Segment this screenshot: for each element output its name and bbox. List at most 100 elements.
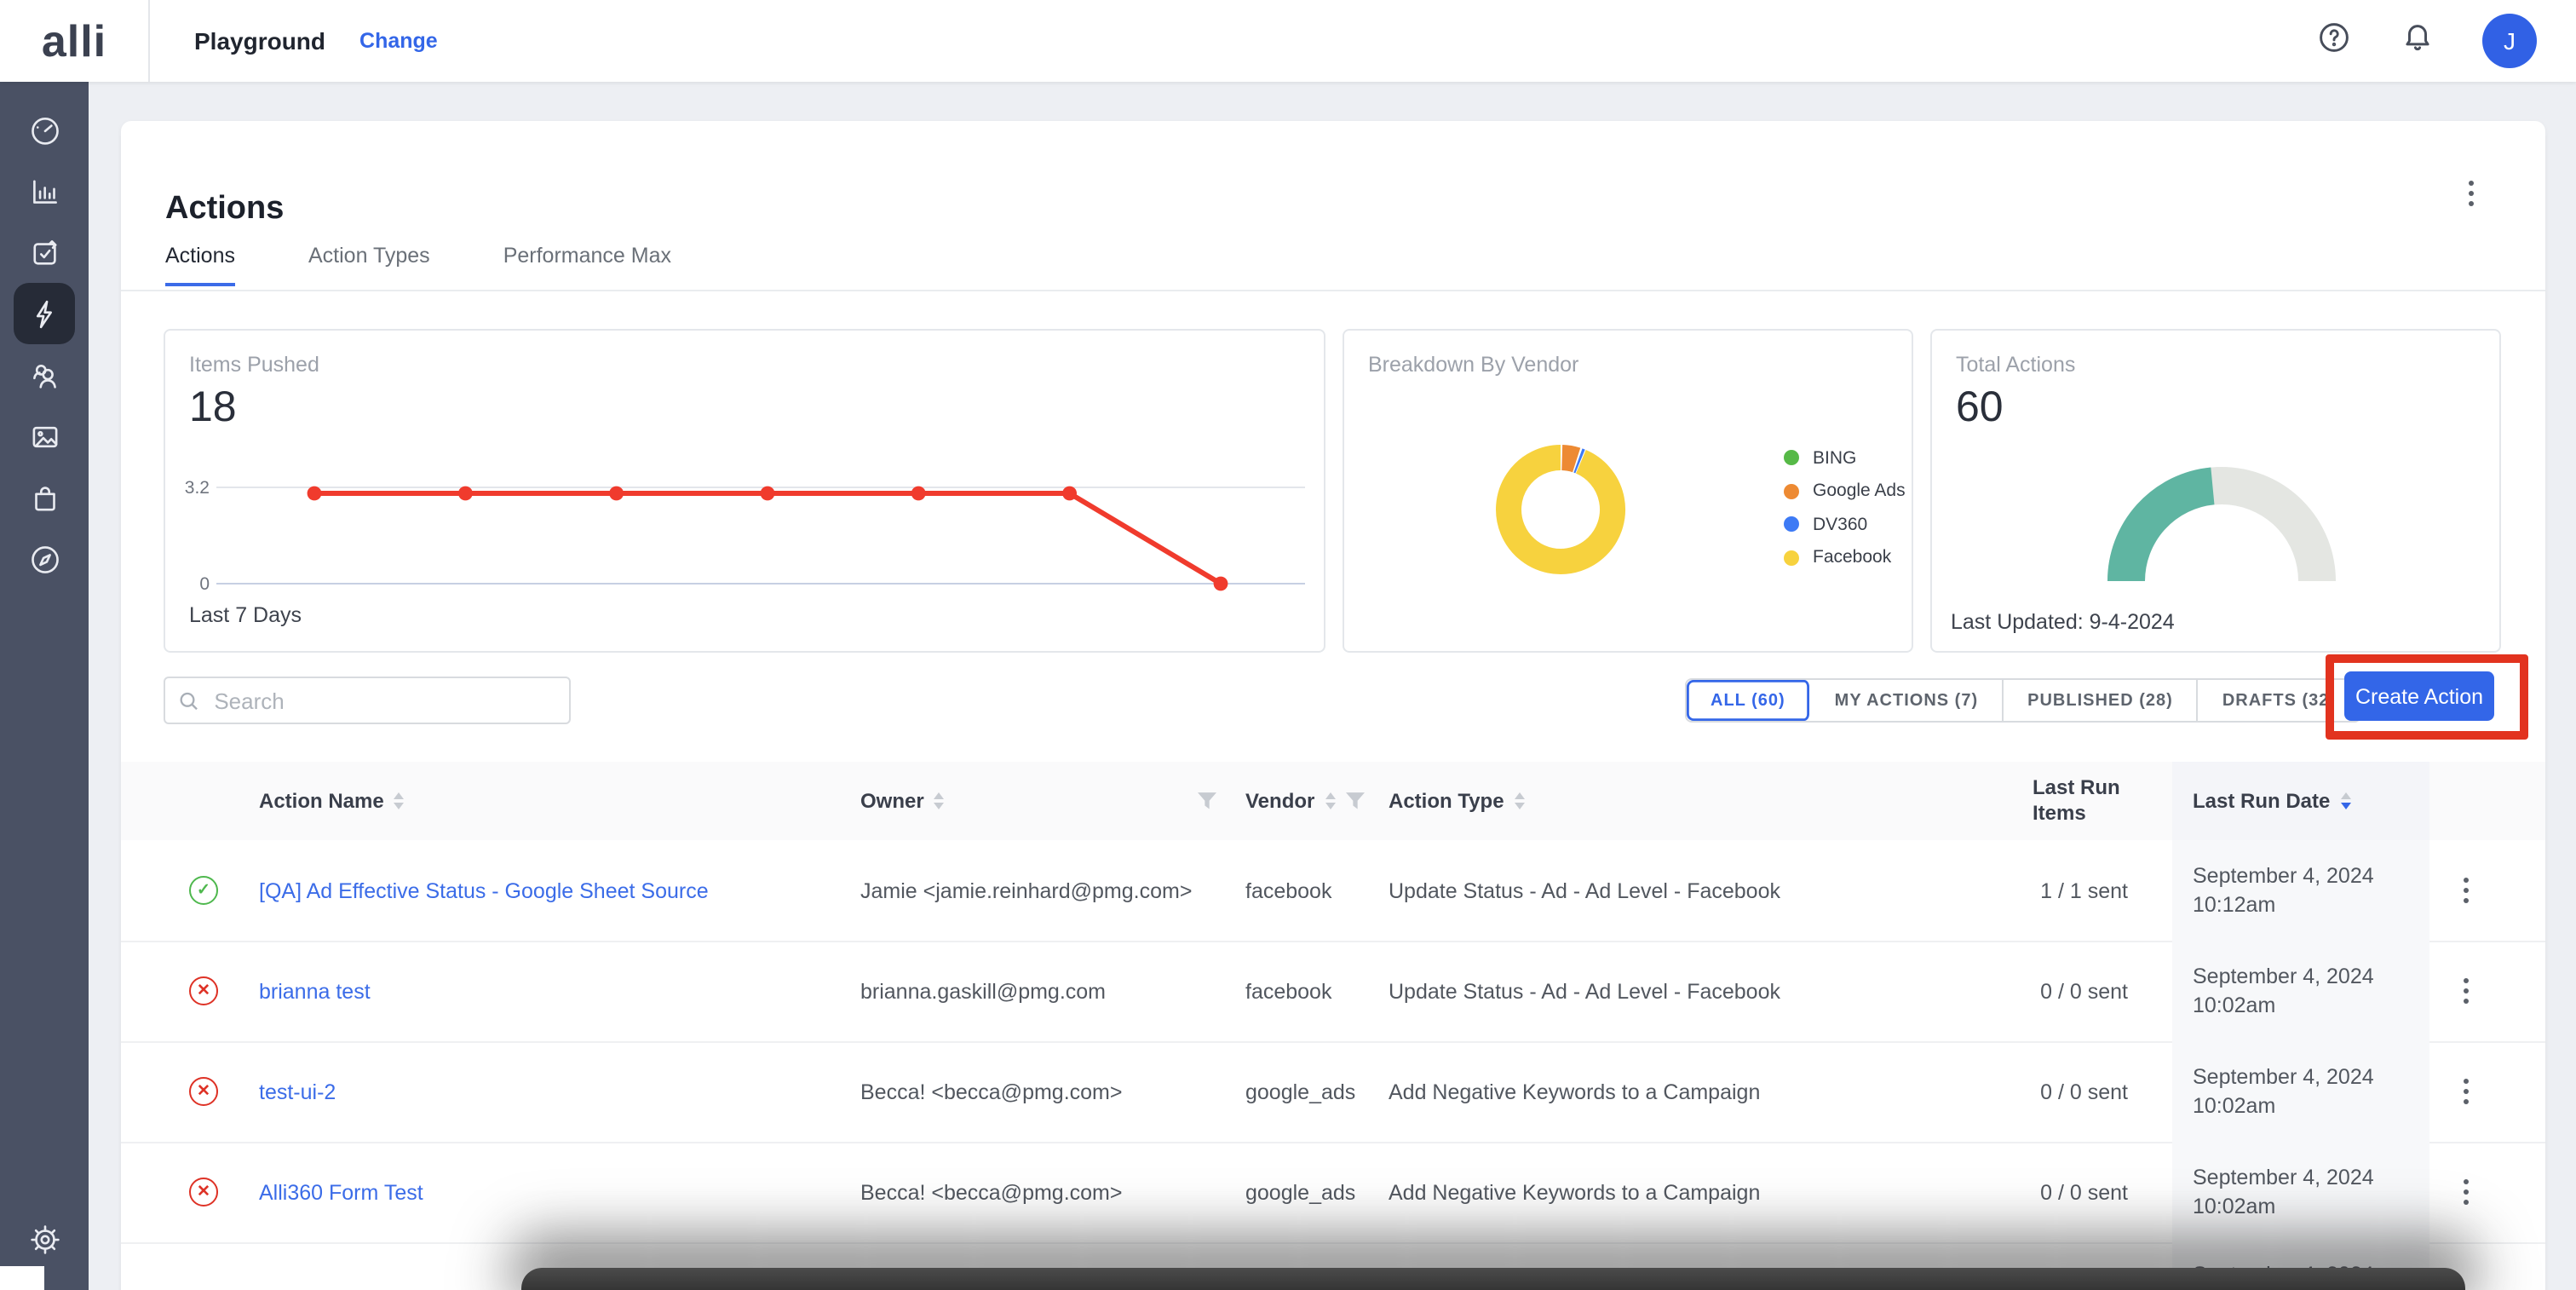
google-ads-dot	[1784, 483, 1799, 499]
col-owner[interactable]: Owner	[860, 762, 945, 840]
status-success-icon	[189, 876, 218, 905]
tab-action-types[interactable]: Action Types	[308, 244, 430, 268]
row-kebab-icon[interactable]	[2458, 973, 2474, 1009]
vendor-legend: BING Google Ads DV360 Facebook	[1784, 441, 1906, 574]
table-row: Alli360 Form Test Becca! <becca@pmg.com>…	[121, 1142, 2545, 1244]
col-last-run-date[interactable]: Last Run Date	[2193, 762, 2351, 840]
speedometer-icon	[31, 117, 58, 144]
total-actions-title: Total Actions	[1956, 353, 2076, 377]
sorted-column-tint	[2172, 762, 2429, 840]
owner-filter-icon[interactable]	[1198, 762, 1216, 840]
vendor-filter-icon[interactable]	[1345, 792, 1365, 809]
sidebar-item-reports[interactable]	[14, 160, 75, 222]
filter-published[interactable]: PUBLISHED (28)	[2004, 680, 2199, 721]
items-pushed-line-chart: 3.20	[185, 478, 1305, 594]
vendor-breakdown-card: Breakdown By Vendor BING Google Ads DV36…	[1343, 329, 1913, 653]
col-action-type[interactable]: Action Type	[1389, 762, 1525, 840]
gear-icon	[30, 1224, 59, 1253]
sidebar-bottom-notch	[0, 1266, 44, 1290]
row-menu	[2458, 840, 2474, 941]
facebook-dot	[1784, 550, 1799, 566]
bing-dot	[1784, 450, 1799, 466]
action-type-cell: Add Negative Keywords to a Campaign	[1389, 1080, 1761, 1103]
page-overflow-menu-icon[interactable]	[2464, 176, 2479, 211]
row-status	[189, 941, 218, 1041]
notifications-bell-icon[interactable]	[2399, 18, 2436, 64]
sidebar-item-discover[interactable]	[14, 528, 75, 590]
status-error-icon	[189, 1077, 218, 1106]
sidebar-item-settings[interactable]	[14, 1208, 75, 1270]
tab-performance-max[interactable]: Performance Max	[503, 244, 671, 268]
vendor-breakdown-title: Breakdown By Vendor	[1368, 353, 1579, 377]
sort-icon[interactable]	[1325, 792, 1336, 809]
vendor-cell: google_ads	[1245, 1180, 1356, 1204]
filter-all[interactable]: ALL (60)	[1687, 680, 1811, 721]
action-name-link: [QA] Ad Effective Status - Google Sheet …	[259, 878, 709, 902]
owner-cell: Becca! <becca@pmg.com>	[860, 1180, 1123, 1204]
sidebar-item-dashboard[interactable]	[14, 99, 75, 160]
total-actions-value: 60	[1956, 383, 2004, 431]
sort-icon-active[interactable]	[2340, 792, 2351, 809]
row-status	[189, 1041, 218, 1142]
help-icon[interactable]	[2315, 18, 2353, 64]
sort-icon[interactable]	[934, 792, 945, 809]
clipboard-check-icon	[32, 239, 56, 264]
date-cell: September 4, 2024 10:02am	[2193, 1165, 2374, 1218]
shopping-bag-icon	[34, 486, 55, 510]
lightning-icon	[35, 299, 51, 328]
dv360-dot	[1784, 516, 1799, 533]
items-cell: 0 / 0 sent	[2040, 1180, 2128, 1204]
row-kebab-icon[interactable]	[2458, 1074, 2474, 1109]
sort-icon[interactable]	[1514, 792, 1525, 809]
tab-actions[interactable]: Actions	[165, 244, 235, 286]
vendor-cell: facebook	[1245, 878, 1332, 902]
vendor-donut-chart	[1496, 445, 1626, 574]
sidebar-item-tasks[interactable]	[14, 222, 75, 283]
table-header: Action Name Owner Vendor Action Type Las…	[121, 762, 2545, 840]
total-actions-gauge-chart	[2107, 467, 2336, 582]
filter-drafts[interactable]: DRAFTS (32)	[2222, 691, 2337, 710]
action-name-link: Alli360 Form Test	[259, 1180, 423, 1204]
sidebar-item-media[interactable]	[14, 406, 75, 467]
bottom-overlay-shadow	[521, 1268, 2465, 1290]
items-pushed-caption: Last 7 Days	[189, 603, 302, 627]
items-cell: 0 / 0 sent	[2040, 979, 2128, 1003]
sidebar-item-shopping[interactable]	[14, 467, 75, 528]
row-kebab-icon[interactable]	[2458, 872, 2474, 908]
items-pushed-card: Items Pushed 18 3.2 0 Last 7 Days	[164, 329, 1325, 653]
status-error-icon	[189, 1178, 218, 1206]
change-workspace-link[interactable]: Change	[359, 29, 438, 53]
sidebar-item-audiences[interactable]	[14, 344, 75, 406]
image-icon	[32, 425, 57, 447]
sidebar-item-actions[interactable]	[14, 283, 75, 344]
table-row: test-ui-2 Becca! <becca@pmg.com> google_…	[121, 1041, 2545, 1143]
svg-text:3.2: 3.2	[185, 478, 210, 498]
row-kebab-icon[interactable]	[2458, 1174, 2474, 1210]
action-type-cell: Update Status - Ad - Ad Level - Facebook	[1389, 878, 1780, 902]
create-action-button[interactable]: Create Action	[2344, 671, 2494, 721]
search-input[interactable]	[210, 686, 555, 715]
items-pushed-title: Items Pushed	[189, 353, 319, 377]
user-avatar[interactable]: J	[2482, 14, 2537, 68]
svg-text:0: 0	[199, 574, 210, 594]
total-actions-card: Total Actions 60 Last Updated: 9-4-2024	[1930, 329, 2501, 653]
status-error-icon	[189, 976, 218, 1005]
owner-cell: brianna.gaskill@pmg.com	[860, 979, 1107, 1003]
date-cell: September 4, 2024 10:02am	[2193, 964, 2374, 1016]
topbar: alli Playground Change J	[0, 0, 2576, 82]
row-menu	[2458, 1041, 2474, 1142]
owner-cell: Becca! <becca@pmg.com>	[860, 1080, 1123, 1103]
col-last-run-items: Last Run Items	[2033, 775, 2120, 825]
action-type-cell: Add Negative Keywords to a Campaign	[1389, 1180, 1761, 1204]
filter-my-actions[interactable]: MY ACTIONS (7)	[1811, 680, 2004, 721]
last-updated-caption: Last Updated: 9-4-2024	[1951, 610, 2175, 634]
tabs-divider	[121, 290, 2545, 291]
col-action-name[interactable]: Action Name	[259, 762, 405, 840]
col-vendor[interactable]: Vendor	[1245, 762, 1365, 840]
legend-item-facebook: Facebook	[1784, 541, 1906, 574]
actions-card: Actions Actions Action Types Performance…	[121, 121, 2545, 1290]
date-cell: September 4, 2024 10:12am	[2193, 863, 2374, 916]
sort-icon[interactable]	[394, 792, 405, 809]
sidebar	[0, 82, 89, 1290]
page-title: Actions	[165, 190, 285, 227]
